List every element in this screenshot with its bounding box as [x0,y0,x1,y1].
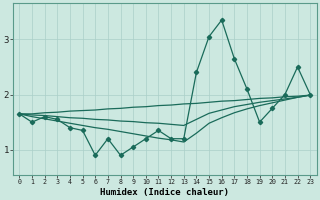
X-axis label: Humidex (Indice chaleur): Humidex (Indice chaleur) [100,188,229,197]
